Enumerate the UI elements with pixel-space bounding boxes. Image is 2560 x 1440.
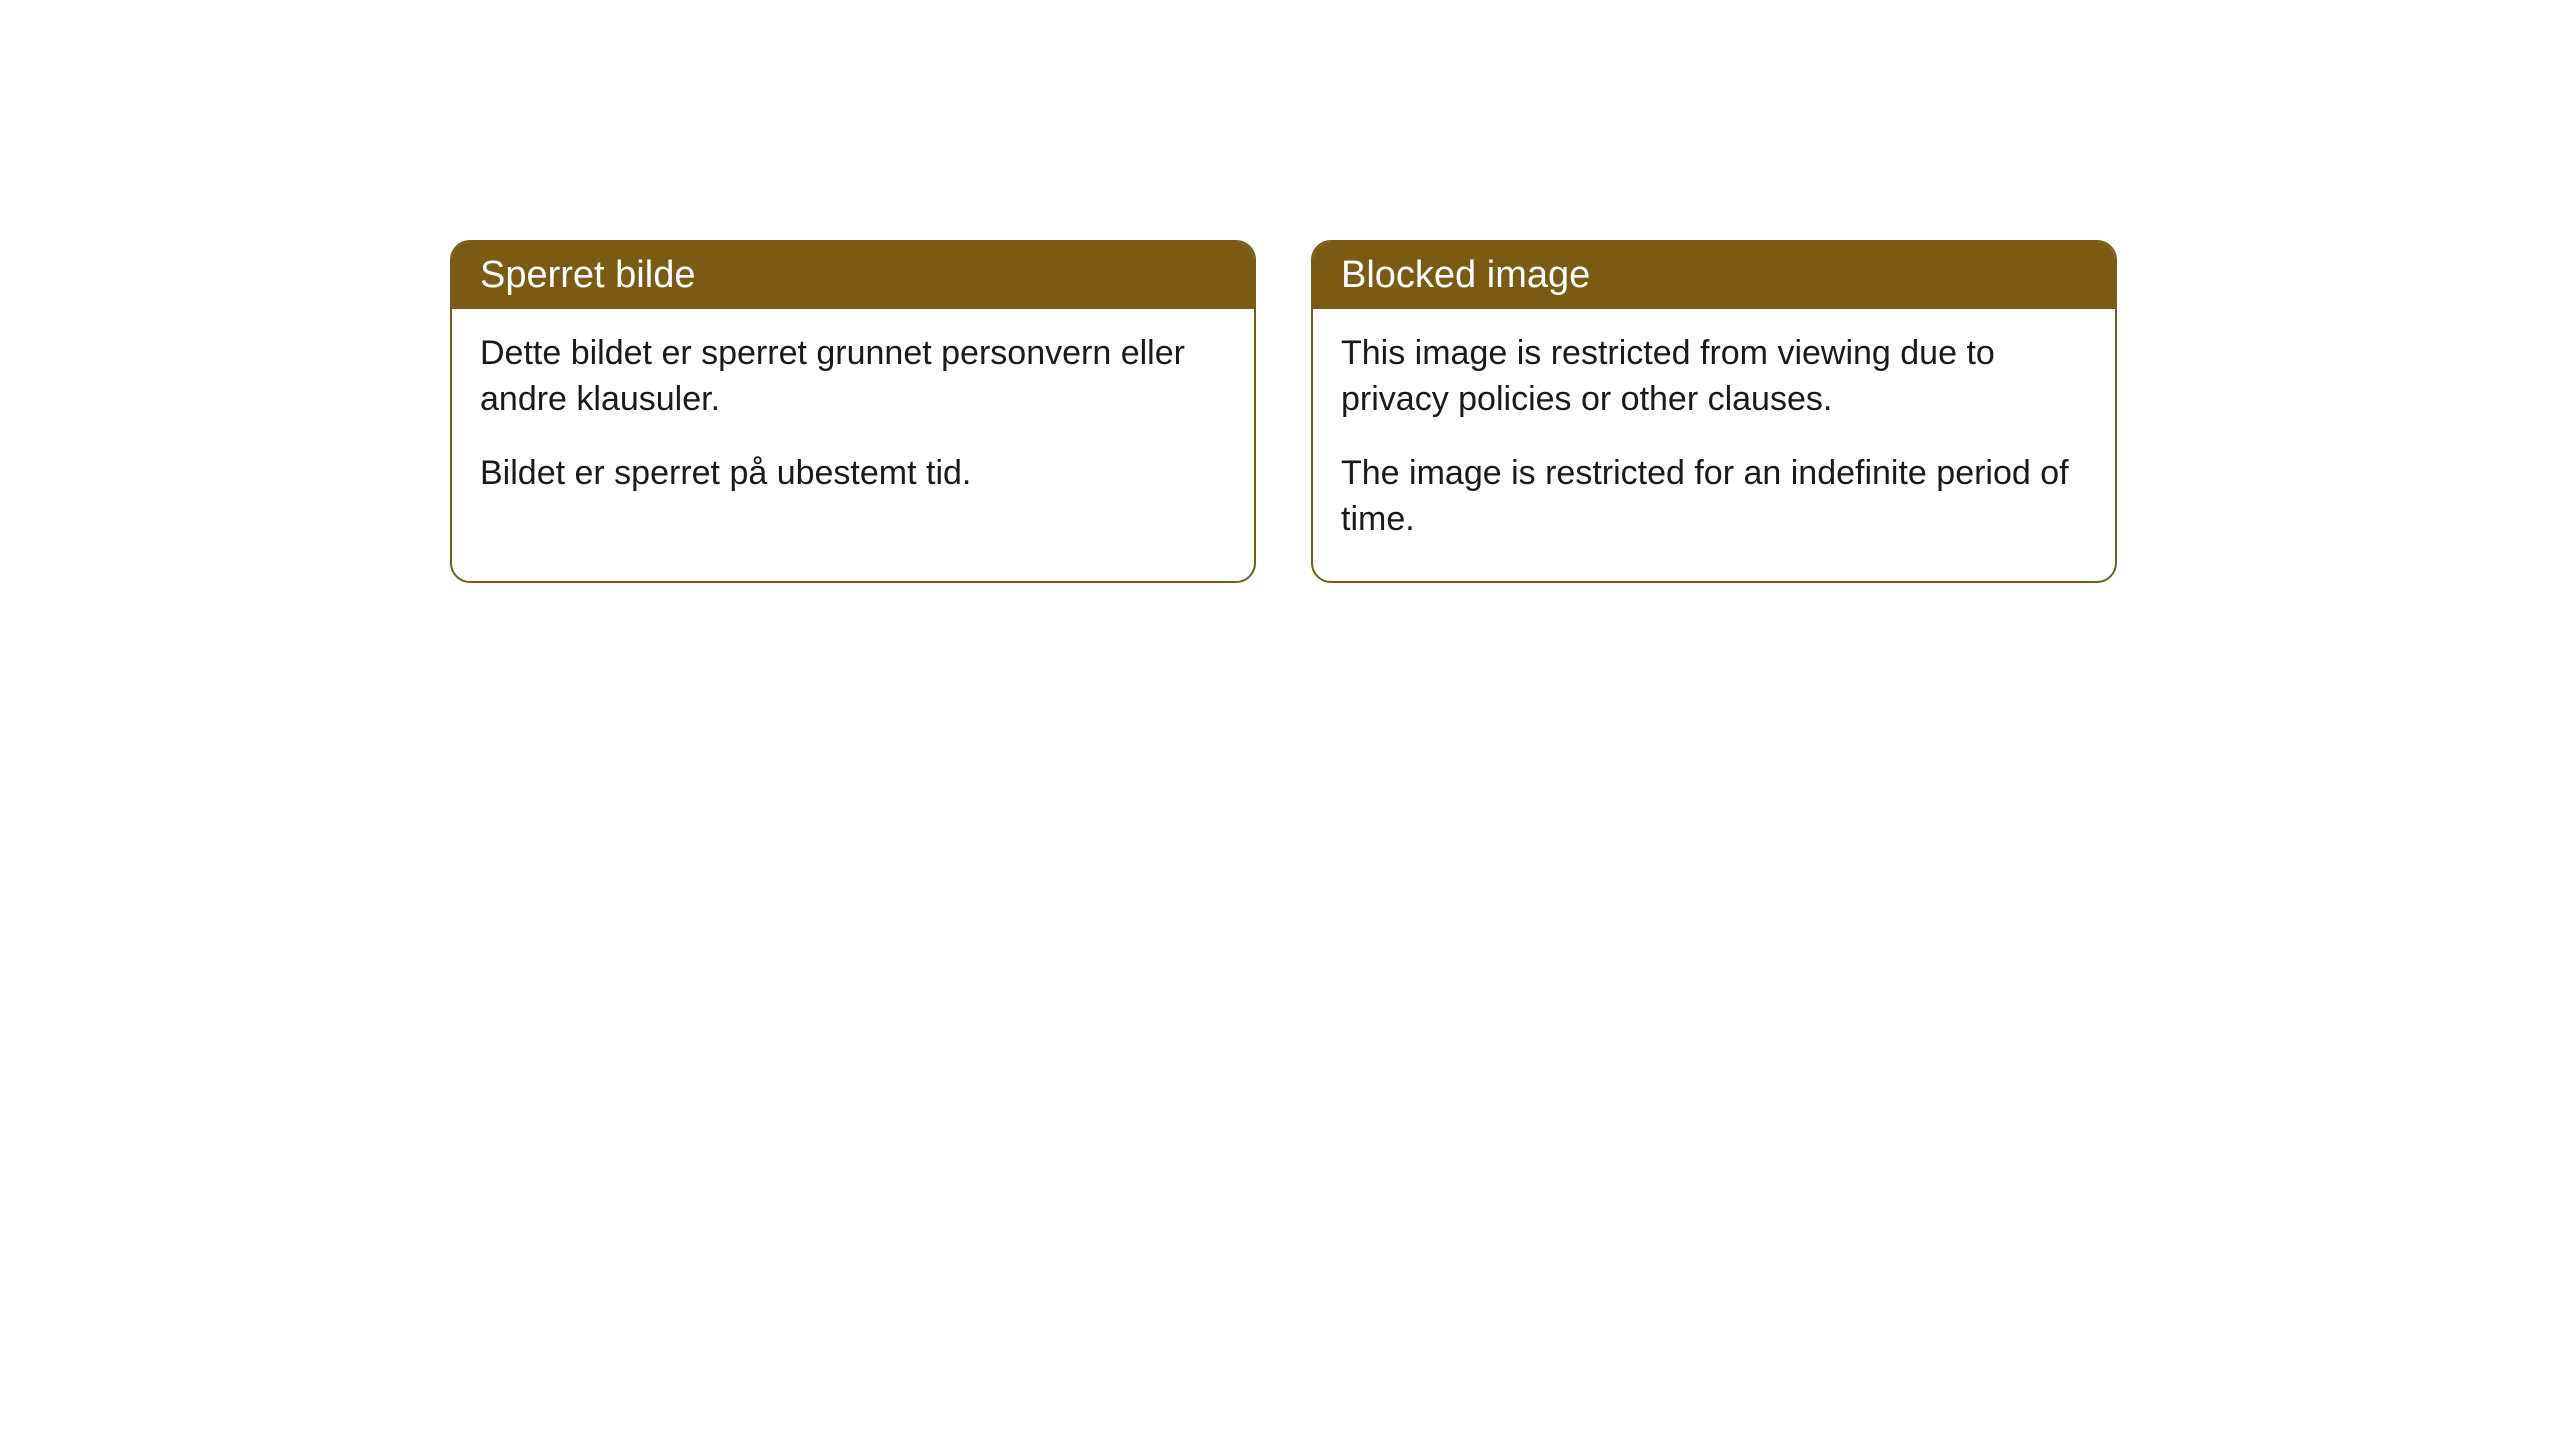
card-paragraph-en-2: The image is restricted for an indefinit…: [1341, 451, 2087, 543]
card-body-no: Dette bildet er sperret grunnet personve…: [452, 309, 1254, 535]
card-paragraph-no-2: Bildet er sperret på ubestemt tid.: [480, 451, 1226, 497]
card-paragraph-en-1: This image is restricted from viewing du…: [1341, 331, 2087, 423]
cards-container: Sperret bilde Dette bildet er sperret gr…: [0, 0, 2560, 583]
blocked-image-card-no: Sperret bilde Dette bildet er sperret gr…: [450, 240, 1256, 583]
card-header-en: Blocked image: [1313, 242, 2115, 309]
blocked-image-card-en: Blocked image This image is restricted f…: [1311, 240, 2117, 583]
card-body-en: This image is restricted from viewing du…: [1313, 309, 2115, 581]
card-header-no: Sperret bilde: [452, 242, 1254, 309]
card-paragraph-no-1: Dette bildet er sperret grunnet personve…: [480, 331, 1226, 423]
